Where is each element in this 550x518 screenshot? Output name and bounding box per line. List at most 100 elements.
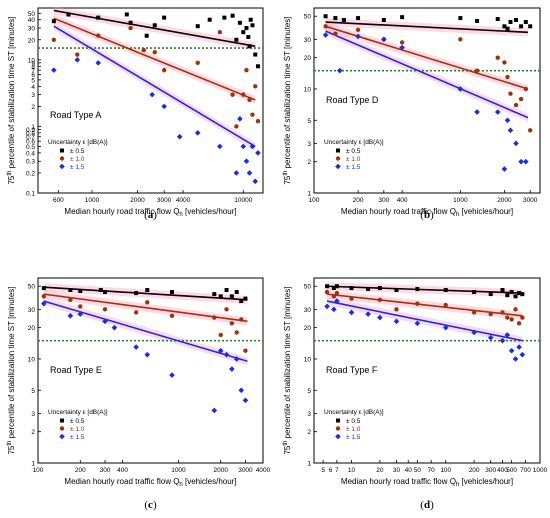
data-point (222, 15, 227, 20)
data-point (161, 103, 167, 110)
legend-marker (336, 418, 340, 423)
data-point (381, 18, 386, 23)
data-point (248, 17, 253, 22)
data-point (513, 140, 519, 147)
data-point (133, 310, 139, 315)
data-point (239, 299, 244, 304)
data-point (399, 44, 405, 51)
data-point (128, 20, 133, 25)
data-point (255, 150, 261, 156)
data-point (152, 50, 157, 55)
data-point (96, 15, 101, 20)
data-point (517, 291, 522, 296)
y-tick-label: 10 (28, 356, 36, 363)
legend-label: ± 0.5 (346, 418, 361, 425)
data-point (255, 64, 260, 69)
data-point (457, 86, 464, 92)
data-point (194, 130, 201, 136)
data-point (41, 294, 47, 299)
legend-marker (59, 433, 65, 440)
data-point (394, 307, 399, 312)
data-point (51, 19, 56, 24)
legend-label: ± 1.0 (70, 156, 85, 163)
data-point (144, 351, 151, 358)
y-tick-label: 0.5 (26, 144, 35, 151)
y-axis-label: 75th percentile of stabilization time ST… (7, 286, 16, 454)
data-point (495, 55, 500, 60)
data-point (349, 286, 354, 291)
data-point (243, 158, 250, 165)
x-tick-label: 3000 (238, 467, 253, 474)
trend-line (325, 30, 529, 119)
x-tick-label: 400 (397, 197, 408, 204)
x-tick-label: 200 (353, 197, 364, 204)
data-point (224, 307, 229, 312)
chart-panel-3: 1 2 3 5 10 20 30 50 100 200 300 400 1000 2000 3000 4000… (7, 277, 271, 511)
plot-frame (313, 7, 541, 194)
data-point (520, 315, 525, 320)
x-tick-label: 7 (335, 467, 339, 474)
data-point (103, 290, 108, 295)
panel-caption: (a) (144, 209, 157, 221)
trend-line (53, 25, 256, 148)
data-point (415, 301, 420, 306)
road-type-label: Road Type F (326, 365, 378, 375)
x-axis-label: Median hourly road traffic flow Qh [vehi… (64, 477, 236, 488)
legend-label: ± 0.5 (70, 148, 85, 155)
x-tick-label: 100 (309, 197, 320, 204)
data-point (495, 17, 500, 22)
data-point (169, 313, 175, 318)
data-point (66, 12, 71, 17)
data-point (253, 52, 258, 57)
data-point (381, 36, 387, 43)
data-point (230, 13, 235, 18)
data-point (505, 293, 510, 298)
data-point (519, 24, 524, 29)
data-point (96, 33, 101, 38)
data-point (237, 116, 243, 122)
y-tick-label: 3 (307, 141, 311, 148)
data-point (229, 366, 235, 372)
panel-caption: (b) (420, 209, 434, 221)
data-point (230, 92, 235, 97)
y-tick-label: 8 (31, 64, 35, 71)
y-tick-label: 10 (28, 57, 36, 64)
data-point (223, 351, 230, 358)
y-tick-label: 7 (31, 68, 35, 75)
data-point (252, 178, 259, 185)
data-point (229, 321, 235, 326)
data-point (244, 26, 249, 31)
x-tick-label: 1000 (533, 467, 548, 474)
data-point (336, 67, 343, 74)
data-point (234, 290, 239, 295)
x-tick-label: 400 (117, 467, 128, 474)
legend-label: ± 1.5 (346, 434, 361, 441)
data-point (415, 287, 420, 292)
data-point (247, 44, 252, 49)
x-tick-label: 70 (428, 467, 436, 474)
trend-line (43, 300, 248, 363)
y-axis-label: 75th percentile of stabilization time ST… (283, 286, 292, 454)
x-tick-label: 2000 (213, 467, 228, 474)
data-point (331, 286, 336, 291)
legend-label: ± 1.5 (70, 164, 85, 171)
y-tick-label: 0.2 (26, 170, 35, 177)
data-point (366, 287, 371, 292)
data-point (348, 309, 355, 316)
y-tick-label: 5 (31, 77, 35, 84)
legend-label: ± 1.0 (346, 156, 361, 163)
data-point (501, 166, 508, 172)
data-point (176, 133, 183, 140)
y-tick-label: 30 (304, 37, 312, 44)
data-point (393, 318, 400, 325)
x-tick-label: 50 (414, 467, 422, 474)
data-point (499, 337, 506, 344)
data-point (211, 407, 218, 414)
data-point (331, 294, 337, 299)
data-point (102, 318, 108, 325)
data-point (523, 86, 529, 92)
legend-marker (335, 433, 341, 440)
data-point (514, 18, 519, 23)
data-point (443, 288, 448, 293)
legend-title: Uncertainty ε [dB(A)] (324, 139, 384, 146)
